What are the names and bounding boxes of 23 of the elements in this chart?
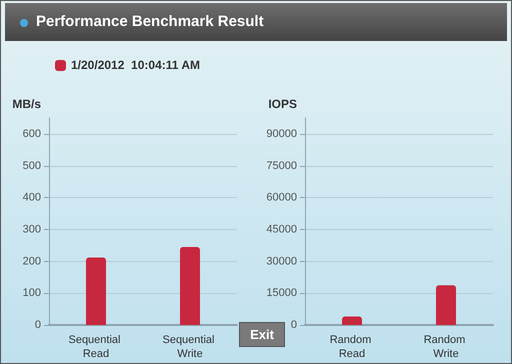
y-tick-label: 100: [22, 287, 41, 300]
y-tick-label: 60000: [266, 192, 297, 204]
y-tick-label: 600: [22, 128, 41, 140]
y-tick-label: 15000: [266, 287, 297, 300]
x-tick-label: Random Read: [330, 334, 374, 360]
y-tick-label: 500: [22, 160, 41, 172]
y-tick-label: 0: [34, 319, 41, 331]
y-tick-label: 300: [22, 223, 41, 236]
y-axis-title: MB/s: [12, 97, 42, 111]
x-tick-label: Random Write: [424, 334, 468, 360]
y-tick-label: 75000: [266, 160, 297, 172]
chart-title: Performance Benchmark Result: [36, 13, 264, 30]
y-tick-label: 30000: [266, 255, 297, 268]
y-tick-label: 0: [290, 319, 297, 331]
y-axis-title: IOPS: [268, 97, 297, 111]
y-tick-label: 90000: [266, 128, 297, 140]
text: Exit: [239, 322, 285, 347]
x-tick-label: Sequential Read: [68, 334, 124, 360]
y-tick-label: 45000: [266, 223, 297, 236]
y-tick-label: 200: [22, 255, 41, 268]
y-tick-label: 400: [22, 192, 41, 204]
x-tick-label: Sequential Write: [162, 334, 218, 360]
legend-label: 1/20/2012 10:04:11 AM: [70, 58, 200, 72]
